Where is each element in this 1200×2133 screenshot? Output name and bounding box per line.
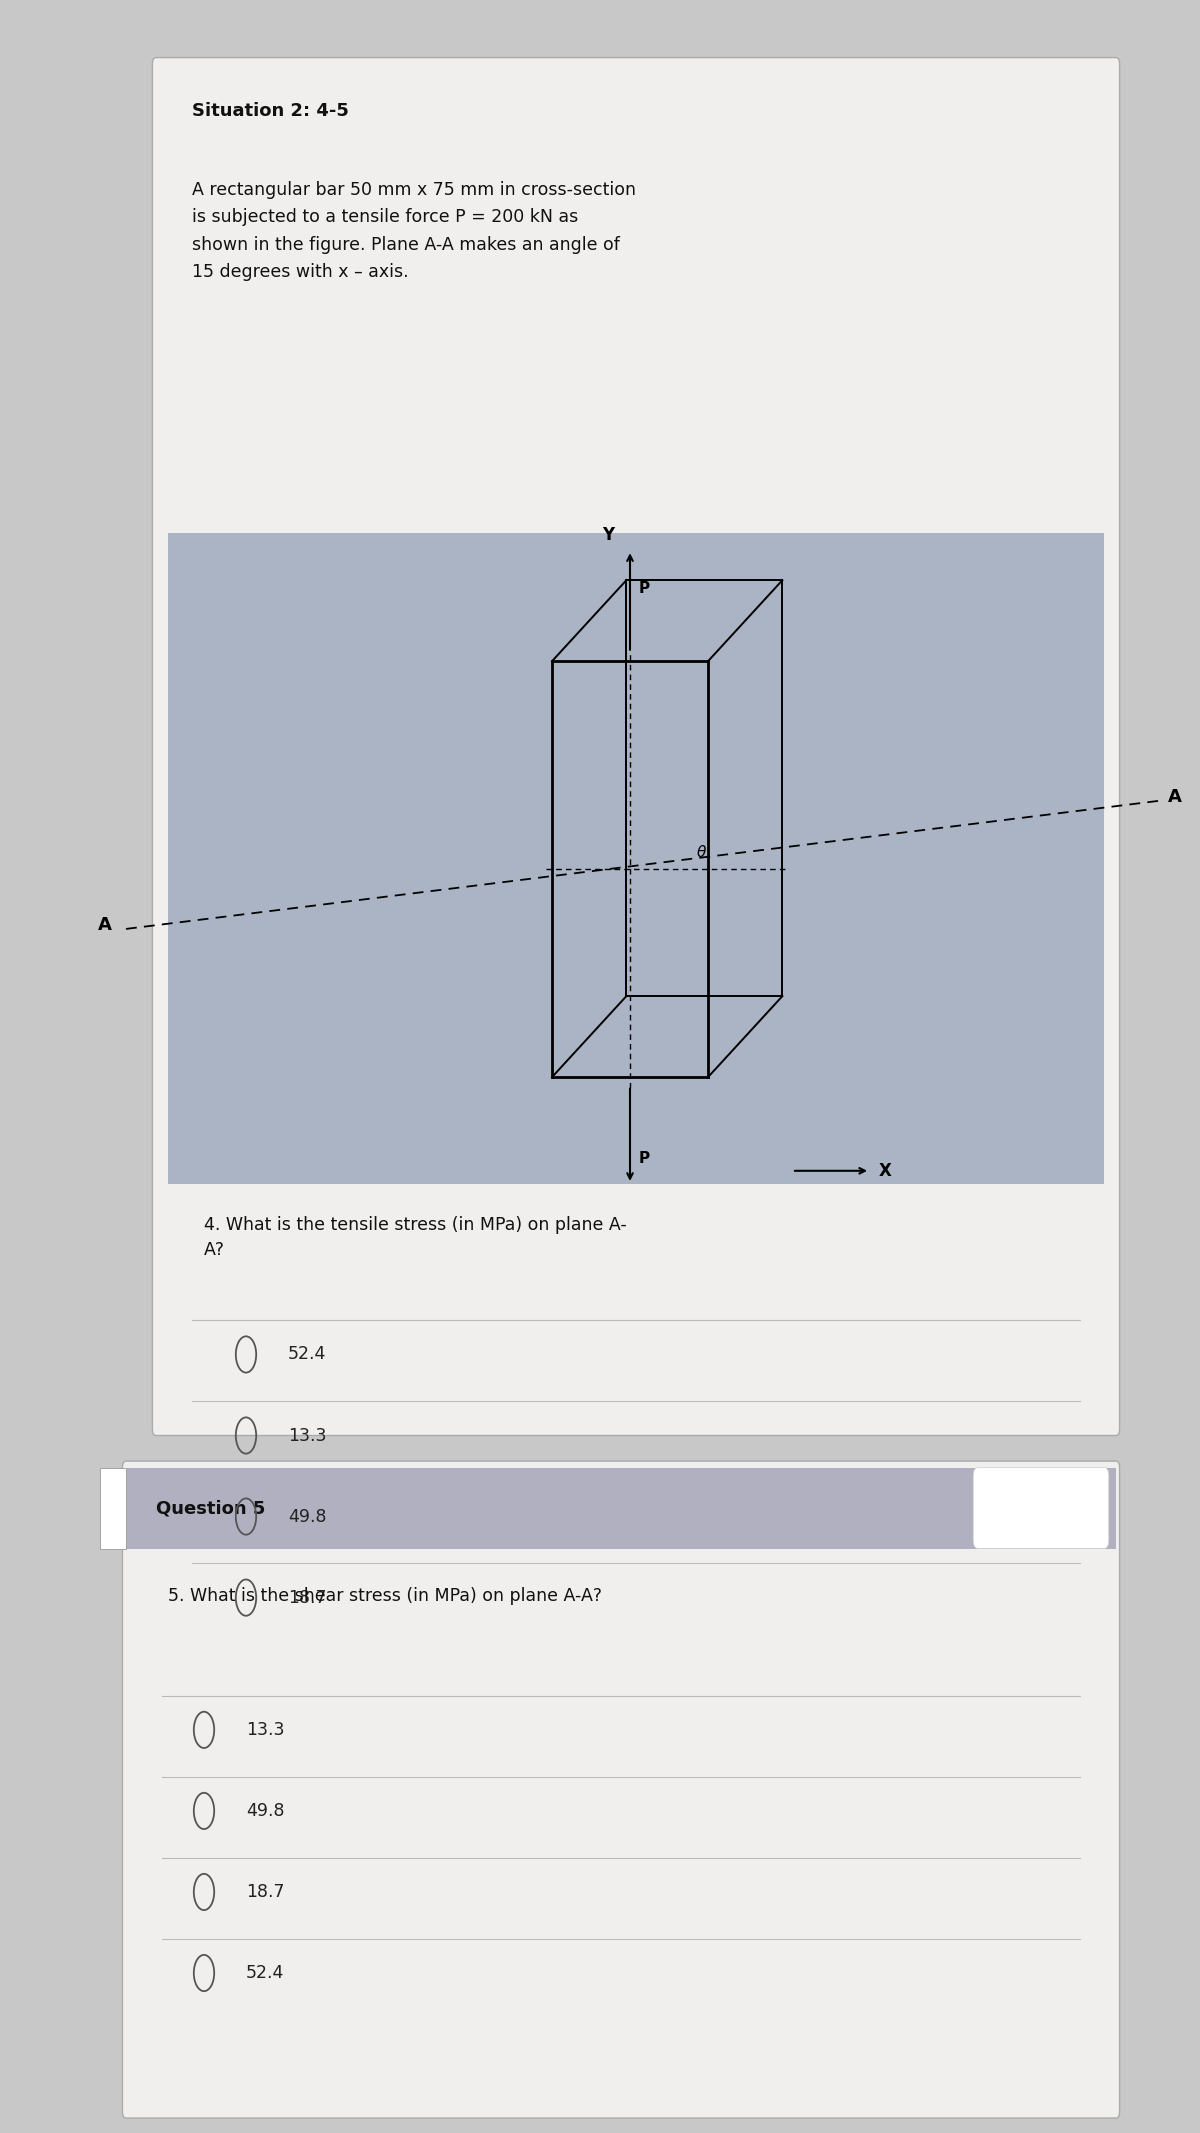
FancyBboxPatch shape	[122, 1461, 1120, 2118]
Bar	[126, 1468, 1116, 1549]
Text: 49.8: 49.8	[288, 1508, 326, 1525]
Text: 13.3: 13.3	[288, 1427, 326, 1444]
Text: 52.4: 52.4	[288, 1346, 326, 1363]
Text: 52.4: 52.4	[246, 1964, 284, 1982]
Text: X: X	[878, 1162, 892, 1180]
FancyBboxPatch shape	[973, 1468, 1109, 1549]
Text: Question 5: Question 5	[156, 1499, 265, 1517]
Bar	[168, 533, 1104, 1184]
Text: Y: Y	[602, 527, 614, 544]
Text: 5. What is the shear stress (in MPa) on plane A-A?: 5. What is the shear stress (in MPa) on …	[168, 1587, 602, 1604]
FancyBboxPatch shape	[152, 58, 1120, 1436]
Text: P: P	[638, 1150, 649, 1167]
Bar	[100, 1468, 126, 1549]
Text: 13.3: 13.3	[246, 1721, 284, 1738]
Text: $\theta$: $\theta$	[696, 845, 708, 860]
Text: 49.8: 49.8	[246, 1802, 284, 1819]
Text: A: A	[97, 915, 112, 934]
Text: P: P	[638, 580, 649, 597]
Text: 18.7: 18.7	[246, 1883, 284, 1901]
Text: Situation 2: 4-5: Situation 2: 4-5	[192, 102, 349, 119]
Text: 18.7: 18.7	[288, 1589, 326, 1606]
Text: A: A	[1168, 787, 1182, 806]
Text: A rectangular bar 50 mm x 75 mm in cross-section
is subjected to a tensile force: A rectangular bar 50 mm x 75 mm in cross…	[192, 181, 636, 282]
Text: 4. What is the tensile stress (in MPa) on plane A-
A?: 4. What is the tensile stress (in MPa) o…	[204, 1216, 626, 1258]
